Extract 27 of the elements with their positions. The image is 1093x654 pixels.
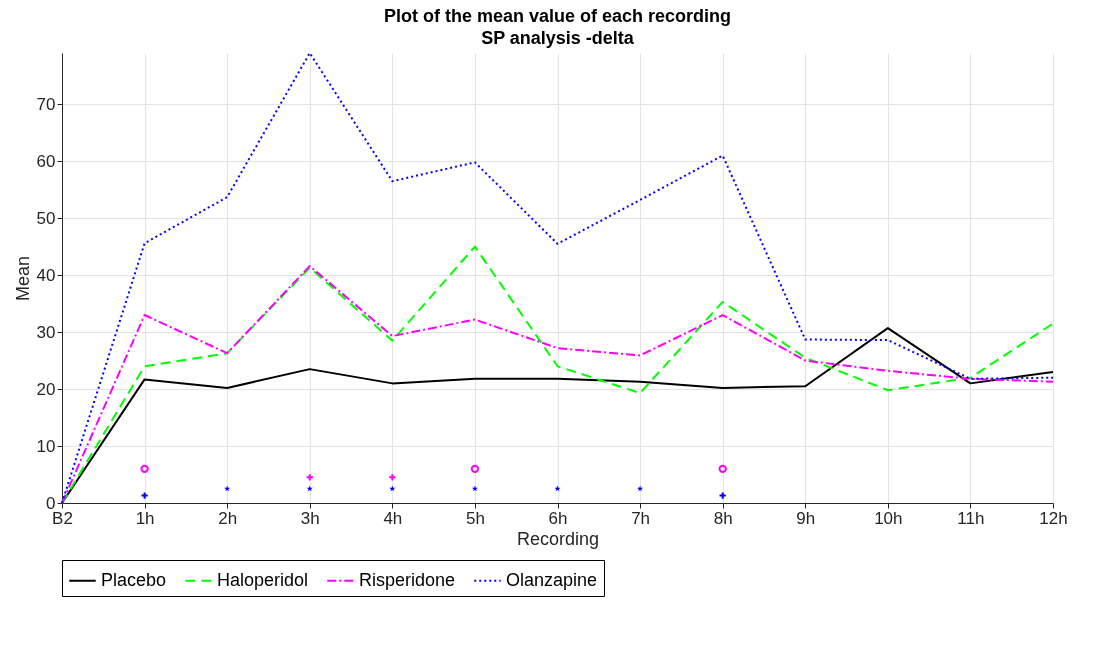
y-tick-label: 60: [36, 151, 56, 171]
y-tick-label: 30: [36, 322, 56, 342]
legend-label: Olanzapine: [506, 569, 598, 590]
y-tick-label: 70: [36, 94, 56, 114]
x-tick-label: 1h: [135, 508, 155, 528]
chart-subtitle: SP analysis -delta: [481, 28, 635, 48]
x-tick-label: 5h: [465, 508, 485, 528]
x-tick-label: 10h: [874, 508, 903, 528]
y-tick-label: 40: [36, 265, 56, 285]
x-tick-label: 9h: [796, 508, 816, 528]
legend-label: Placebo: [101, 569, 167, 590]
x-tick-label: 3h: [300, 508, 320, 528]
x-tick-label: 6h: [548, 508, 568, 528]
legend-label: Haloperidol: [217, 569, 309, 590]
x-tick-label: 2h: [218, 508, 238, 528]
y-tick-label: 20: [36, 379, 56, 399]
x-tick-label: 12h: [1039, 508, 1068, 528]
y-axis-title: Mean: [12, 255, 33, 302]
x-tick-label: 7h: [631, 508, 651, 528]
x-tick-label: 11h: [957, 508, 985, 528]
x-tick-label: 8h: [713, 508, 733, 528]
legend-label: Risperidone: [359, 569, 456, 590]
y-tick-label: 50: [36, 208, 56, 228]
y-tick-label: 10: [36, 436, 56, 456]
x-axis-title: Recording: [516, 528, 600, 549]
chart-title: Plot of the mean value of each recording: [383, 6, 732, 26]
x-tick-label: 4h: [383, 508, 403, 528]
